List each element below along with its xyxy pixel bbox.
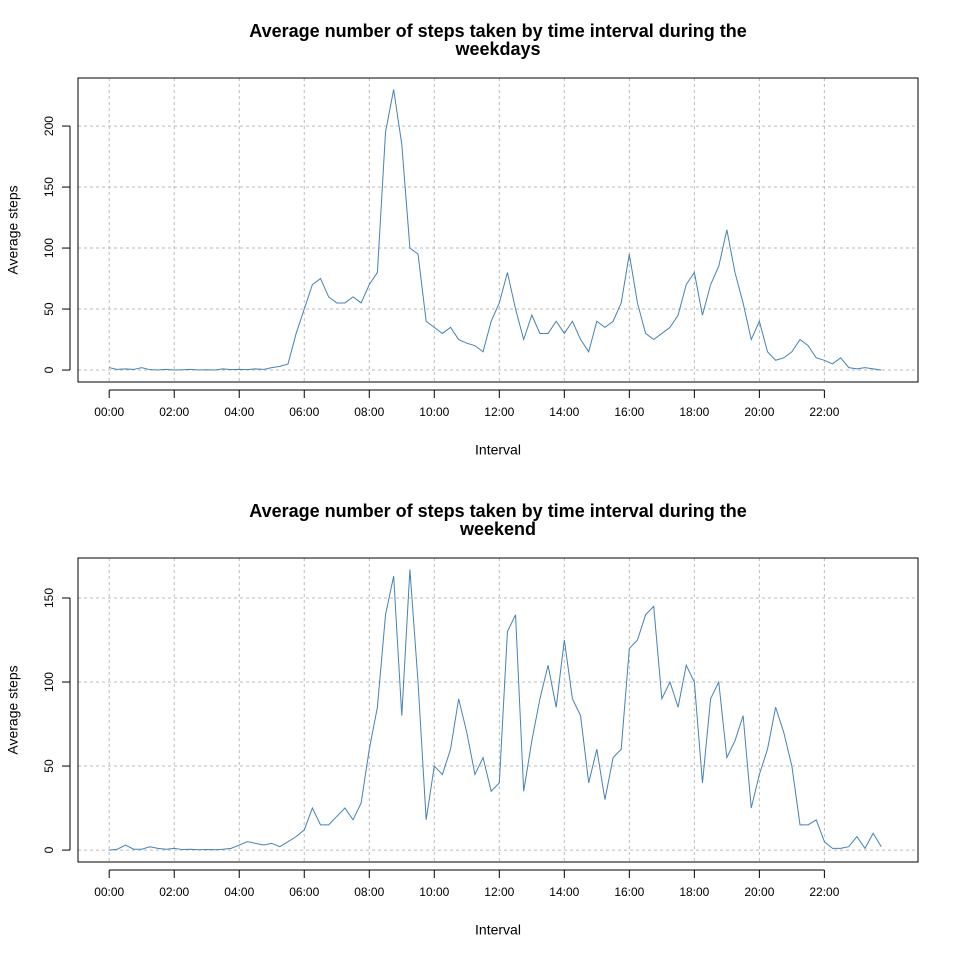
x-tick-label: 18:00 (679, 405, 709, 419)
x-tick-label: 20:00 (744, 405, 774, 419)
x-tick-label: 10:00 (419, 405, 449, 419)
x-tick-label: 08:00 (354, 405, 384, 419)
x-tick-label: 12:00 (484, 405, 514, 419)
x-tick-label: 08:00 (354, 885, 384, 899)
y-tick-label: 50 (42, 302, 56, 316)
x-tick-label: 04:00 (224, 405, 254, 419)
y-tick-label: 50 (42, 759, 56, 773)
plot-frame (77, 557, 919, 863)
y-tick-label: 100 (42, 238, 56, 258)
y-tick-label: 0 (42, 366, 56, 373)
x-tick-label: 20:00 (744, 885, 774, 899)
x-tick-label: 06:00 (289, 405, 319, 419)
x-tick-label: 22:00 (809, 885, 839, 899)
y-tick-label: 150 (42, 177, 56, 197)
x-tick-label: 22:00 (809, 405, 839, 419)
x-tick-label: 12:00 (484, 885, 514, 899)
y-tick-label: 200 (42, 116, 56, 136)
x-tick-label: 00:00 (94, 885, 124, 899)
x-tick-label: 18:00 (679, 885, 709, 899)
x-tick-label: 16:00 (614, 405, 644, 419)
x-tick-label: 14:00 (549, 405, 579, 419)
data-line (109, 569, 882, 851)
chart-title: Average number of steps taken by time in… (249, 21, 747, 59)
x-tick-label: 10:00 (419, 885, 449, 899)
x-tick-label: 16:00 (614, 885, 644, 899)
x-tick-label: 06:00 (289, 885, 319, 899)
y-tick-label: 100 (42, 672, 56, 692)
x-tick-label: 14:00 (549, 885, 579, 899)
x-axis-label: Interval (475, 442, 521, 458)
y-tick-label: 150 (42, 588, 56, 608)
x-tick-label: 00:00 (94, 405, 124, 419)
y-tick-label: 0 (42, 846, 56, 853)
x-tick-label: 02:00 (159, 885, 189, 899)
chart-title: Average number of steps taken by time in… (249, 501, 747, 539)
x-tick-label: 02:00 (159, 405, 189, 419)
x-tick-label: 04:00 (224, 885, 254, 899)
x-axis-label: Interval (475, 922, 521, 938)
y-axis-label: Average steps (5, 665, 21, 754)
data-line (109, 89, 882, 371)
y-axis-label: Average steps (5, 185, 21, 274)
plot-frame (77, 77, 919, 383)
